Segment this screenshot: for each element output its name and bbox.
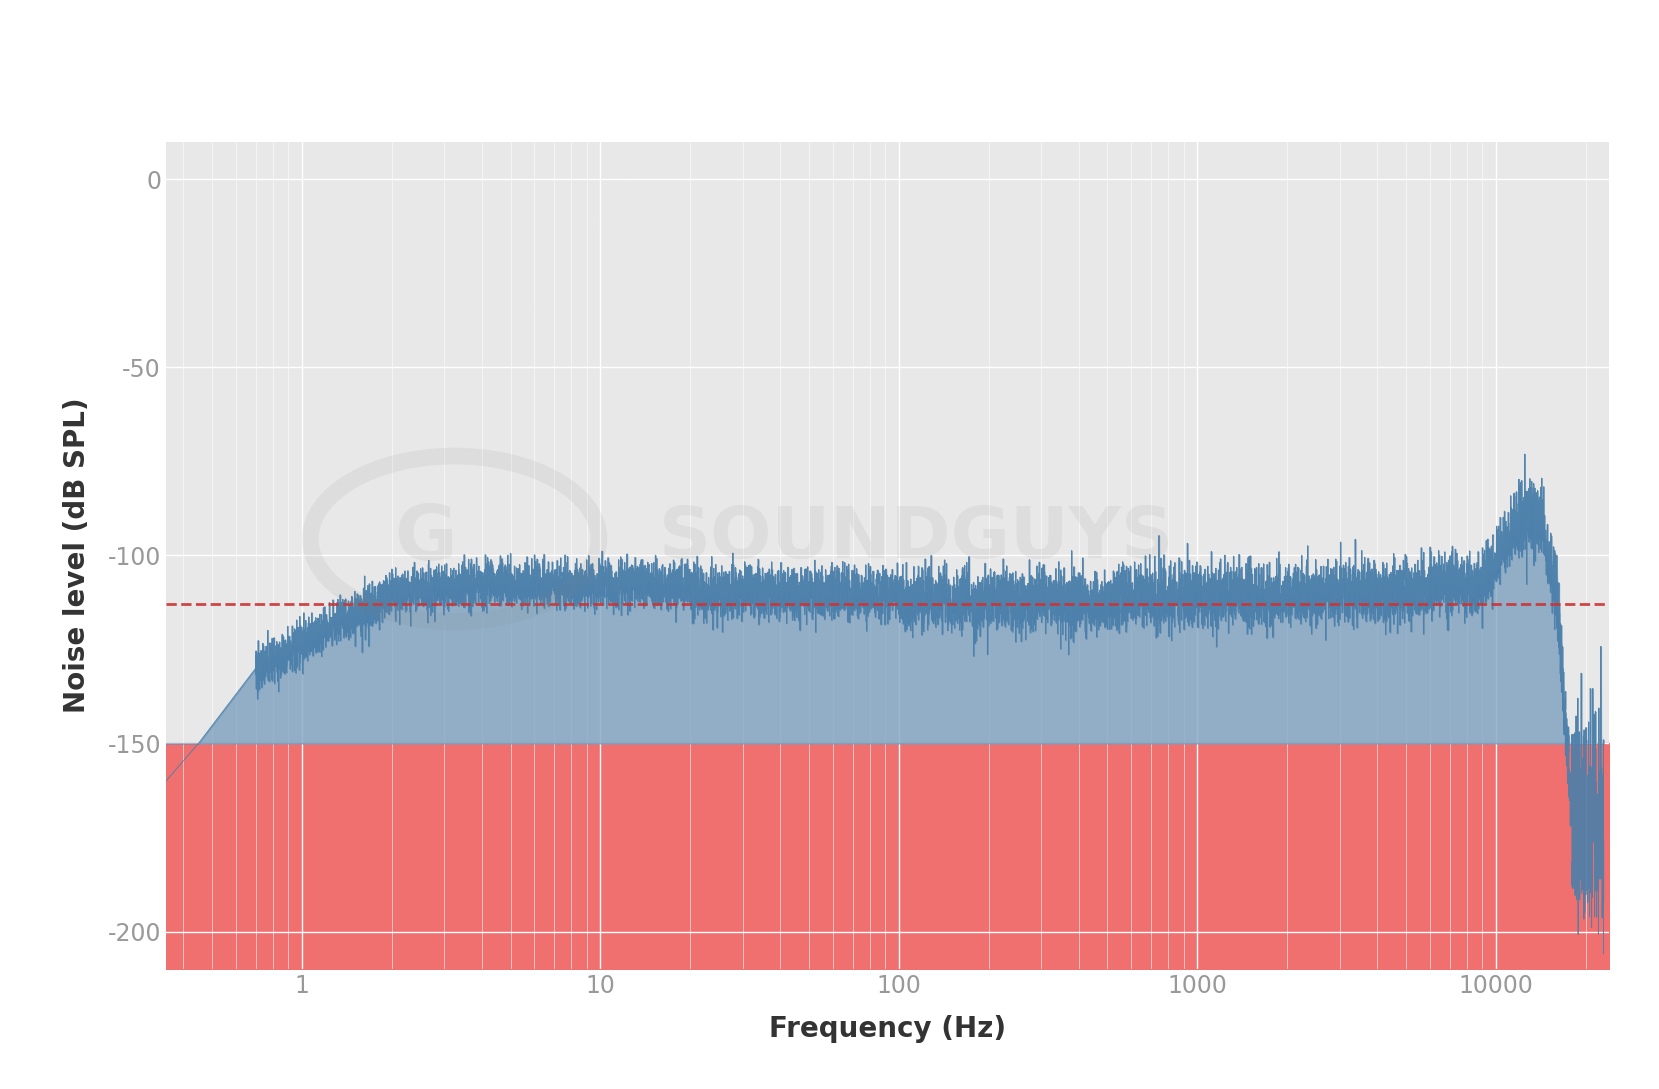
Text: aptX HD Noise Profile: aptX HD Noise Profile [576, 36, 1083, 78]
Y-axis label: Noise level (dB SPL): Noise level (dB SPL) [63, 397, 91, 713]
X-axis label: Frequency (Hz): Frequency (Hz) [770, 1015, 1005, 1043]
Text: SOUNDGUYS: SOUNDGUYS [659, 504, 1175, 573]
Text: G: G [395, 502, 456, 576]
